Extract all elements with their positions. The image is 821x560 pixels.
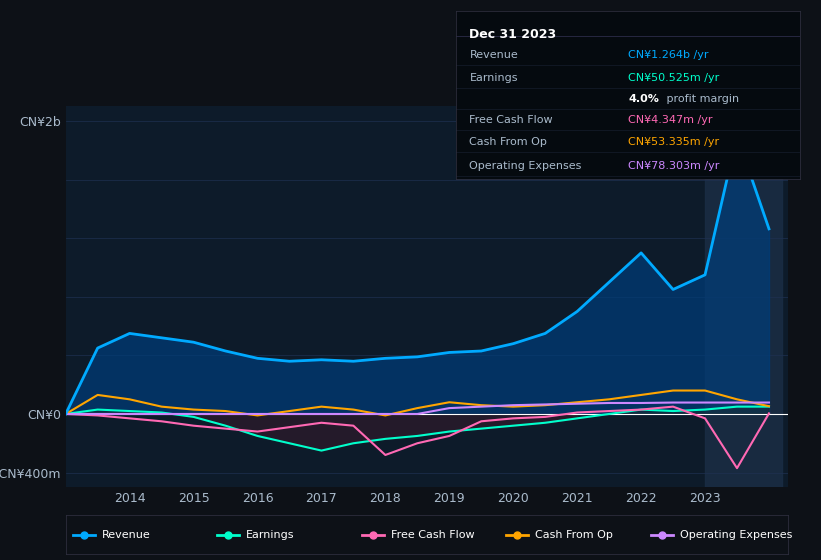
Text: Operating Expenses: Operating Expenses	[470, 161, 582, 171]
Text: Free Cash Flow: Free Cash Flow	[391, 530, 475, 540]
Text: profit margin: profit margin	[663, 94, 739, 104]
Text: Dec 31 2023: Dec 31 2023	[470, 28, 557, 41]
Text: Revenue: Revenue	[470, 50, 518, 60]
Text: Earnings: Earnings	[470, 73, 518, 83]
Text: CN¥78.303m /yr: CN¥78.303m /yr	[628, 161, 719, 171]
Text: CN¥4.347m /yr: CN¥4.347m /yr	[628, 115, 713, 125]
Text: 4.0%: 4.0%	[628, 94, 659, 104]
Text: Operating Expenses: Operating Expenses	[680, 530, 792, 540]
Bar	[705, 106, 782, 487]
Text: Cash From Op: Cash From Op	[535, 530, 613, 540]
Text: Free Cash Flow: Free Cash Flow	[470, 115, 553, 125]
Text: CN¥1.264b /yr: CN¥1.264b /yr	[628, 50, 709, 60]
Text: Revenue: Revenue	[102, 530, 150, 540]
Text: Earnings: Earnings	[246, 530, 295, 540]
Text: CN¥50.525m /yr: CN¥50.525m /yr	[628, 73, 719, 83]
Text: CN¥53.335m /yr: CN¥53.335m /yr	[628, 137, 719, 147]
Text: Cash From Op: Cash From Op	[470, 137, 548, 147]
